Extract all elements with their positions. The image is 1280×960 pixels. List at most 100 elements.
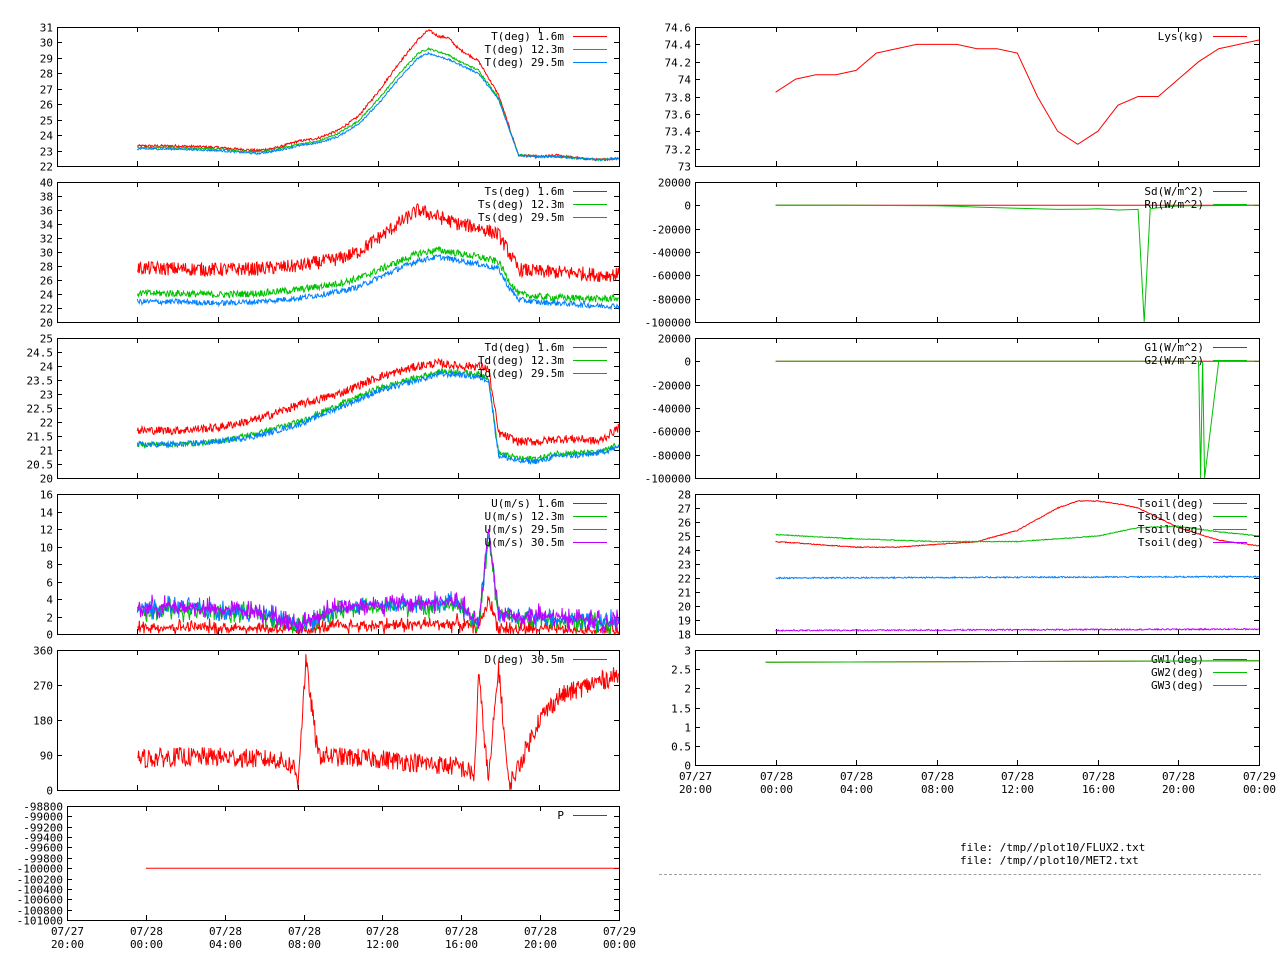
- legend-label: GW2(deg): [1151, 666, 1204, 679]
- ytick-label: 180: [33, 715, 53, 728]
- ytick-label: 26: [678, 517, 691, 530]
- chart-D: 0 90 180 270 360 D(deg) 30.5m: [33, 645, 620, 798]
- series-line-Lys-0: [775, 39, 1260, 145]
- series-line-Tsoil-0: [775, 500, 1260, 549]
- ytick-label: 24.5: [27, 347, 54, 360]
- ytick-label: 22: [40, 161, 53, 174]
- xtick-date: 07/28: [288, 925, 321, 938]
- ytick-label: -100600: [17, 894, 63, 907]
- legend-label: U(m/s) 30.5m: [485, 536, 565, 549]
- legend-label: Tsoil(deg): [1138, 536, 1204, 549]
- ytick-label: 0: [46, 785, 53, 798]
- xtick-time: 04:00: [840, 783, 873, 796]
- ytick-label: 2: [684, 683, 691, 696]
- ytick-label: 26: [40, 275, 53, 288]
- legend-label: U(m/s) 1.6m: [491, 497, 564, 510]
- ytick-label: 4: [46, 594, 53, 607]
- ytick-label: 21.5: [27, 431, 54, 444]
- ytick-label: 24: [40, 130, 54, 143]
- plot-frame-D: [57, 650, 620, 791]
- xtick-time: 16:00: [445, 938, 478, 951]
- ytick-label: 28: [40, 261, 53, 274]
- ytick-label: 73.6: [665, 109, 692, 122]
- ytick-label: 20: [40, 317, 53, 330]
- xtick-time: 20:00: [1162, 783, 1195, 796]
- ytick-label: 0: [684, 200, 691, 213]
- ytick-label: 74: [678, 74, 692, 87]
- chart-P: -101000-100800-100600-100400-100200-1000…: [17, 801, 636, 952]
- xtick-time: 00:00: [1243, 783, 1276, 796]
- legend-label: GW1(deg): [1151, 653, 1204, 666]
- ytick-label: 20.5: [27, 459, 54, 472]
- ytick-label: 2: [46, 612, 53, 625]
- ytick-label: 73.8: [665, 92, 692, 105]
- ytick-label: -100000: [645, 473, 691, 486]
- xtick-date: 07/28: [921, 770, 954, 783]
- ytick-label: 24: [40, 361, 54, 374]
- chart-GW: 00.511.522.5307/2720:0007/2800:0007/2804…: [671, 645, 1276, 797]
- ytick-label: 22.5: [27, 403, 54, 416]
- ytick-label: 20000: [658, 333, 691, 346]
- plot-frame-P: [67, 806, 620, 921]
- legend-label: Td(deg) 1.6m: [485, 341, 565, 354]
- series-line-D-0: [137, 654, 620, 791]
- legend-label: T(deg) 1.6m: [491, 30, 564, 43]
- legend-label: Td(deg) 12.3m: [478, 354, 564, 367]
- ytick-label: 24: [40, 289, 54, 302]
- ytick-label: -99200: [23, 822, 63, 835]
- ytick-label: 27: [678, 503, 691, 516]
- ytick-label: -100800: [17, 905, 63, 918]
- series-line-GW-1: [765, 660, 1260, 663]
- ytick-label: 73.4: [665, 126, 692, 139]
- legend-label: Tsoil(deg): [1138, 523, 1204, 536]
- ytick-label: 0: [684, 760, 691, 773]
- xtick-date: 07/28: [524, 925, 557, 938]
- ytick-label: -100000: [17, 863, 63, 876]
- series-line-Ts-1: [136, 246, 620, 304]
- ytick-label: 1.5: [671, 703, 691, 716]
- series-line-U-3: [136, 529, 620, 634]
- ytick-label: 6: [46, 577, 53, 590]
- ytick-label: 74.4: [665, 39, 692, 52]
- legend-label: Ts(deg) 29.5m: [478, 211, 564, 224]
- legend-label: T(deg) 29.5m: [485, 56, 565, 69]
- legend-label: Ts(deg) 1.6m: [485, 185, 565, 198]
- series-line-Tsoil-2: [775, 575, 1260, 580]
- ytick-label: -60000: [651, 270, 691, 283]
- ytick-label: -99000: [23, 811, 63, 824]
- file-line-flux: file: /tmp//plot10/FLUX2.txt: [960, 841, 1146, 854]
- series-line-Td-2: [136, 370, 620, 466]
- xtick-time: 08:00: [288, 938, 321, 951]
- ytick-label: -101000: [17, 915, 63, 928]
- ytick-label: 34: [40, 219, 54, 232]
- ytick-label: 12: [40, 524, 53, 537]
- series-line-T-2: [136, 51, 620, 162]
- xtick-date: 07/28: [760, 770, 793, 783]
- ytick-label: 22: [40, 303, 53, 316]
- chart-Rad: -100000 -80000 -60000 -40000 -20000 0 20000 Sd(…: [645, 177, 1260, 330]
- xtick-date: 07/29: [1243, 770, 1276, 783]
- ytick-label: 0: [684, 356, 691, 369]
- series-line-G-1: [775, 360, 1259, 479]
- xtick-date: 07/28: [1162, 770, 1195, 783]
- ytick-label: 74.6: [665, 22, 692, 35]
- ytick-label: 20: [40, 473, 53, 486]
- legend-label: Ts(deg) 12.3m: [478, 198, 564, 211]
- xtick-time: 00:00: [603, 938, 636, 951]
- xtick-date: 07/28: [840, 770, 873, 783]
- ytick-label: -20000: [651, 380, 691, 393]
- xtick-date: 07/27: [51, 925, 84, 938]
- file-line-met: file: /tmp//plot10/MET2.txt: [960, 854, 1139, 867]
- ytick-label: 73: [678, 161, 691, 174]
- xtick-date: 07/29: [603, 925, 636, 938]
- xtick-time: 12:00: [366, 938, 399, 951]
- plot-frame-T: [57, 27, 620, 167]
- ytick-label: 25: [678, 531, 691, 544]
- xtick-date: 07/28: [366, 925, 399, 938]
- ytick-label: 30: [40, 247, 53, 260]
- legend-label: Lys(kg): [1158, 30, 1204, 43]
- ytick-label: 8: [46, 559, 53, 572]
- ytick-label: 28: [40, 68, 53, 81]
